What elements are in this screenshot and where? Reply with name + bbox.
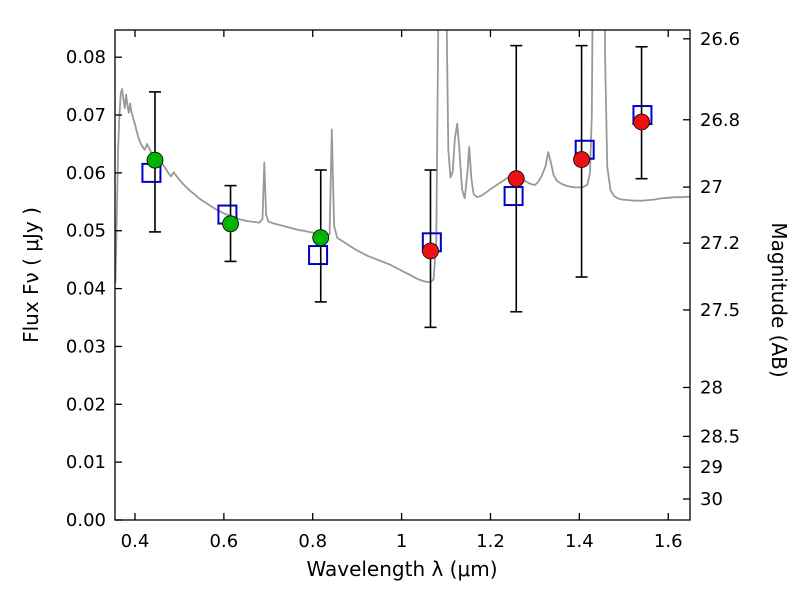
x-tick-label: 1.4	[565, 531, 594, 552]
observed-infrared-point	[422, 242, 439, 260]
y-axis-right-label: Magnitude (AB)	[767, 222, 791, 377]
y-left-tick-label: 0.06	[66, 163, 106, 184]
y-left-tick-label: 0.00	[66, 510, 106, 531]
y-right-tick-label: 26.8	[700, 110, 740, 131]
observed-infrared-point	[633, 113, 650, 131]
observed-optical-point	[146, 151, 164, 169]
observed-infrared-point	[573, 151, 590, 168]
plot-area: 0.4 0.6 0.8 1 1.2 1.4 1.6 0.00 0.01 0.02 0.03 0.04 0…	[66, 29, 740, 552]
observed-optical-point	[222, 215, 239, 233]
y-left-tick-label: 0.01	[66, 452, 106, 473]
y-right-tick-label: 30	[700, 489, 723, 510]
observed-infrared-point	[507, 170, 525, 188]
y-right-tick-label: 27.5	[700, 300, 740, 321]
x-tick-label: 1.2	[476, 531, 505, 552]
y-left-tick-label: 0.04	[66, 279, 106, 300]
y-left-tick-label: 0.03	[66, 336, 106, 357]
y-right-tick-label: 27	[700, 177, 723, 198]
x-tick-label: 0.8	[298, 531, 327, 552]
y-left-tick-label: 0.05	[66, 221, 106, 242]
y-right-tick-label: 27.2	[700, 233, 740, 254]
model-photometry-square	[503, 186, 524, 207]
model-photometry-square	[308, 245, 329, 266]
y-left-tick-label: 0.07	[66, 105, 106, 126]
x-axis-label: Wavelength λ (μm)	[306, 557, 497, 581]
observed-optical-point	[312, 229, 330, 247]
plot-border	[114, 29, 691, 521]
y-axis-left-label: Flux Fν ( μJy )	[19, 207, 43, 343]
y-left-tick-label: 0.08	[66, 47, 106, 68]
y-right-tick-label: 28.5	[700, 426, 740, 447]
y-left-tick-label: 0.02	[66, 394, 106, 415]
x-tick-label: 0.4	[121, 531, 150, 552]
x-tick-label: 0.6	[210, 531, 239, 552]
y-right-tick-label: 28	[700, 377, 723, 398]
y-right-tick-label: 29	[700, 457, 723, 478]
x-tick-label: 1.6	[654, 531, 683, 552]
x-tick-label: 1	[396, 531, 407, 552]
y-right-tick-label: 26.6	[700, 29, 740, 50]
spectrum-line	[115, 30, 690, 284]
